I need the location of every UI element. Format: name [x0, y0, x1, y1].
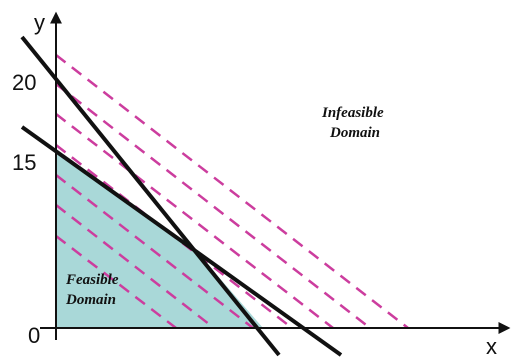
objective-line-5	[55, 174, 254, 329]
feasible-label-line1: Feasible	[65, 272, 119, 288]
infeasible-label-line2: Domain	[329, 125, 380, 141]
x-axis-label: x	[486, 334, 497, 358]
feasible-label-line2: Domain	[65, 292, 116, 308]
objective-line-6	[55, 204, 215, 329]
objective-lines	[55, 54, 409, 329]
feasible-region	[56, 152, 263, 328]
constraint-line-shallow	[20, 125, 343, 357]
y-axis-label: y	[34, 10, 45, 35]
objective-line-2	[55, 83, 371, 329]
tick-label-15: 15	[12, 150, 36, 175]
infeasible-label-line1: Infeasible	[321, 105, 384, 121]
constraint-line-steep	[20, 35, 281, 357]
objective-line-1	[55, 54, 409, 329]
objective-line-3	[55, 113, 334, 329]
tick-label-20: 20	[12, 70, 36, 95]
tick-label-origin: 0	[28, 323, 40, 348]
objective-line-7	[55, 235, 177, 329]
